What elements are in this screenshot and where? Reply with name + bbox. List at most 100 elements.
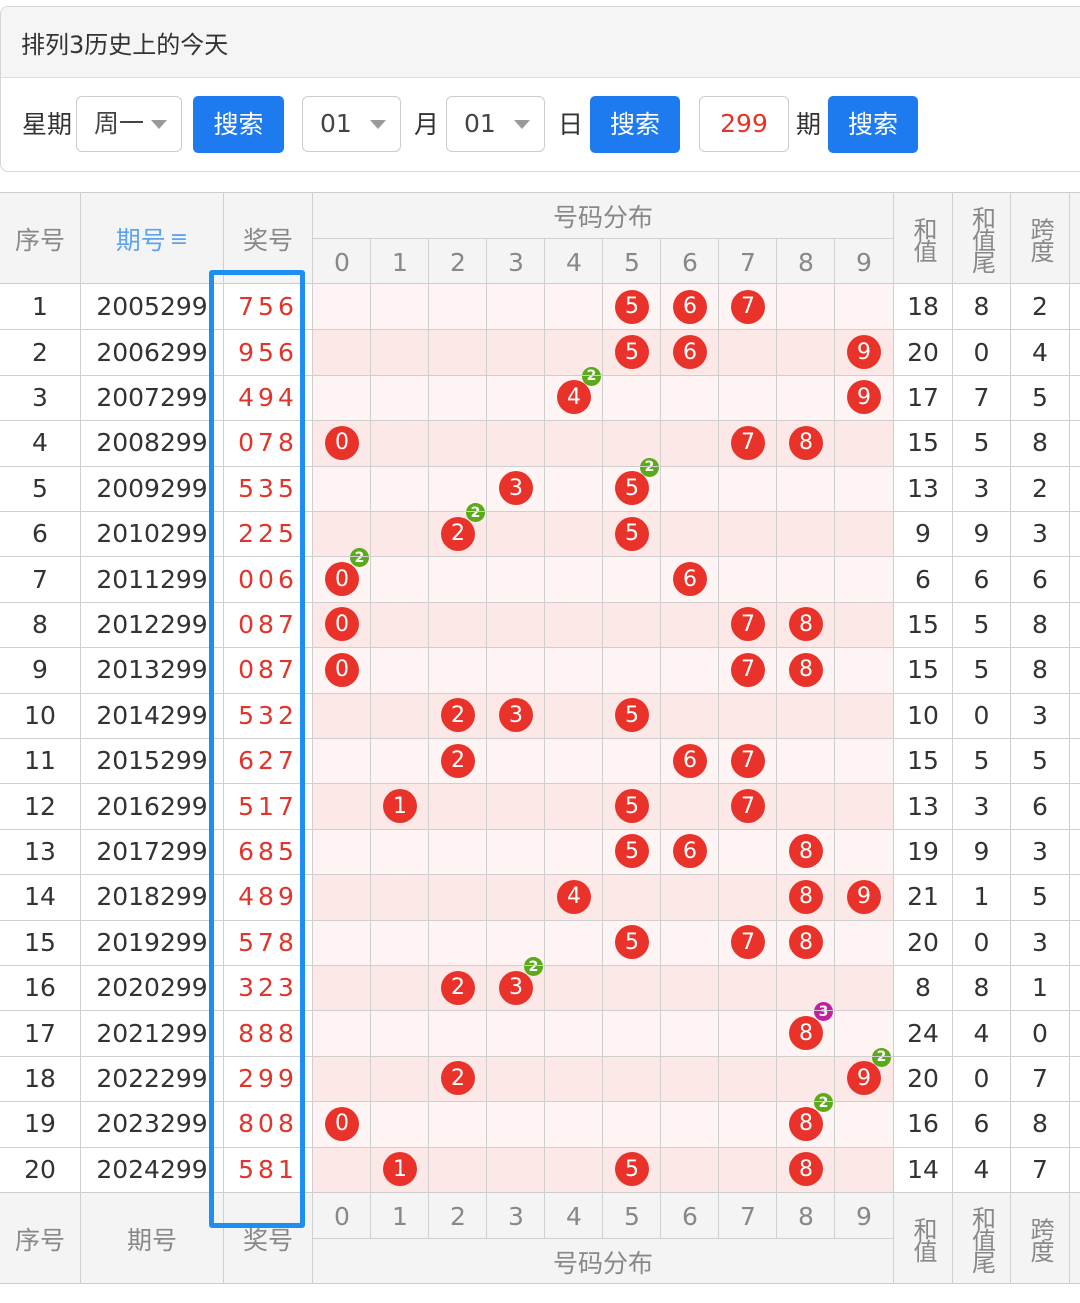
day-label: 日: [558, 110, 584, 139]
row-award: 578: [238, 927, 298, 957]
row-award: 494: [238, 382, 298, 412]
day-select[interactable]: 01: [446, 96, 545, 152]
row-award: 517: [238, 791, 298, 821]
distribution-cell: [603, 1055, 661, 1102]
distribution-cell: [545, 1055, 603, 1102]
distribution-cell: [835, 1101, 893, 1147]
row-span: 5: [1032, 382, 1048, 412]
distribution-cell: [719, 692, 777, 738]
number-ball: 0: [325, 425, 359, 460]
distribution-cell: [777, 738, 835, 784]
distribution-cell: [487, 420, 545, 466]
grid-line: [428, 1192, 429, 1238]
distribution-cell: [545, 692, 603, 738]
distribution-cell: [719, 511, 777, 557]
distribution-cell: [371, 1101, 429, 1147]
row-span: 6: [1032, 564, 1048, 594]
number-ball: 8: [789, 607, 823, 642]
distribution-cell: [661, 511, 719, 557]
month-select[interactable]: 01: [302, 96, 401, 152]
row-index: 16: [24, 973, 56, 1003]
distribution-cell: [487, 374, 545, 421]
row-award: 685: [238, 836, 298, 866]
weekday-label: 星期: [22, 110, 73, 139]
header-issue-label: 期号: [115, 226, 166, 255]
number-ball: 7: [731, 652, 765, 687]
table-row: 13 2017299 685 19 9 3 5 6 8: [0, 828, 1080, 875]
distribution-cell: [313, 828, 371, 875]
footer-issue: 期号: [126, 1226, 177, 1255]
number-ball: 8: [789, 1016, 823, 1051]
row-index: 18: [24, 1063, 56, 1093]
distribution-cell: [835, 465, 893, 511]
header-sum-tail-label: 和值尾: [967, 206, 996, 272]
row-sum-tail: 3: [973, 791, 990, 821]
distribution-cell: [545, 828, 603, 875]
row-span: 4: [1032, 337, 1048, 367]
footer-sum-label: 和值: [909, 1217, 937, 1261]
number-ball: 8: [789, 1106, 823, 1141]
row-award: 532: [238, 700, 298, 730]
panel-title: 排列3历史上的今天: [1, 7, 1080, 78]
date-search-button[interactable]: 搜索: [590, 96, 680, 153]
sort-icon[interactable]: ≡: [169, 226, 189, 252]
row-issue: 2014299: [96, 700, 208, 730]
header-issue[interactable]: 期号 ≡: [81, 193, 223, 285]
number-ball: 3: [499, 698, 533, 733]
number-ball: 3: [499, 471, 533, 506]
row-span: 8: [1032, 609, 1048, 639]
distribution-cell: [719, 1010, 777, 1056]
footer-digit-1: 1: [392, 1201, 408, 1231]
distribution-cell: [545, 465, 603, 511]
number-ball: 5: [615, 925, 649, 960]
row-issue: 2010299: [96, 519, 208, 549]
footer-digit-7: 7: [740, 1201, 756, 1231]
number-ball: 9: [847, 380, 881, 415]
row-index: 3: [32, 382, 48, 412]
weekday-search-button[interactable]: 搜索: [193, 96, 284, 153]
issue-search-button[interactable]: 搜索: [828, 96, 918, 153]
row-issue: 2015299: [96, 746, 208, 776]
table-row: 15 2019299 578 20 0 3 5 7 8: [0, 919, 1080, 965]
grid-line: [718, 1192, 719, 1238]
month-value: 01: [320, 109, 352, 138]
footer-span: 跨度: [1011, 1193, 1069, 1285]
table-row: 4 2008299 078 15 5 8 0 7 8: [0, 420, 1080, 466]
grid-line: [0, 874, 1080, 876]
distribution-cell: [371, 374, 429, 421]
distribution-cell: [603, 738, 661, 784]
table-row: 7 2011299 006 6 6 6 0 2 6: [0, 548, 1080, 602]
number-ball: 5: [615, 698, 649, 733]
distribution-cell: [661, 420, 719, 466]
row-award: 489: [238, 882, 298, 912]
weekday-select[interactable]: 周一: [76, 96, 182, 152]
distribution-cell: [661, 692, 719, 738]
distribution-cell: [603, 556, 661, 602]
distribution-cell: [661, 919, 719, 965]
issue-input[interactable]: 299: [699, 96, 789, 152]
number-ball: 6: [673, 562, 707, 597]
distribution-cell: [835, 420, 893, 466]
distribution-cell: [313, 919, 371, 965]
distribution-cell: [487, 828, 545, 875]
distribution-cell: [487, 738, 545, 784]
distribution-cell: [661, 1101, 719, 1147]
distribution-cell: [661, 647, 719, 693]
grid-line: [0, 465, 1080, 467]
row-index: 9: [32, 655, 48, 685]
distribution-cell: [835, 783, 893, 829]
row-index: 4: [32, 428, 48, 458]
distribution-cell: [835, 511, 893, 557]
row-issue: 2020299: [96, 973, 208, 1003]
footer-award: 奖号: [242, 1226, 293, 1255]
distribution-cell: [429, 919, 487, 965]
distribution-cell: [545, 1101, 603, 1147]
row-sum: 20: [907, 927, 939, 957]
row-sum: 24: [907, 1018, 939, 1048]
table-row: 18 2022299 299 20 0 7 2 9 2: [0, 1047, 1080, 1102]
distribution-cell: [545, 511, 603, 557]
grid-line: [544, 238, 545, 1192]
number-ball: 7: [731, 743, 765, 778]
grid-line: [0, 738, 1080, 739]
